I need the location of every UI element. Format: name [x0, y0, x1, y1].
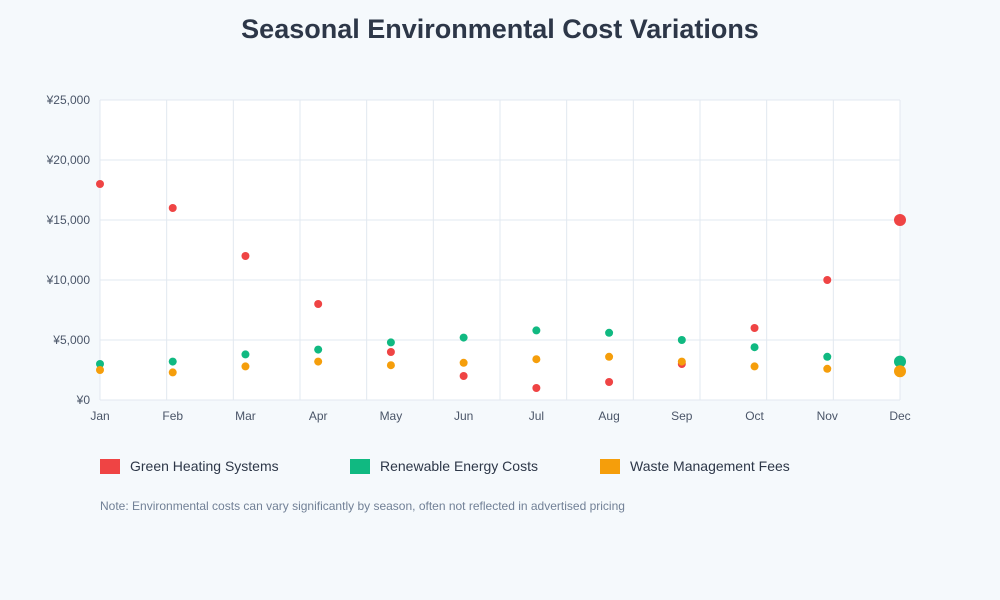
- data-point: [168, 368, 177, 377]
- data-point: [241, 252, 250, 260]
- x-tick-label: Dec: [889, 409, 910, 423]
- x-tick-label: Aug: [598, 409, 619, 423]
- data-point: [677, 357, 686, 366]
- data-point: [532, 384, 541, 392]
- data-point: [386, 348, 395, 356]
- data-point: [894, 365, 906, 378]
- y-tick-label: ¥15,000: [46, 213, 91, 227]
- legend: Green Heating Systems Renewable Energy C…: [100, 458, 850, 474]
- data-point: [459, 358, 468, 367]
- legend-label: Green Heating Systems: [130, 458, 279, 474]
- x-tick-label: Feb: [162, 409, 183, 423]
- data-point: [605, 352, 614, 361]
- data-point: [750, 343, 759, 352]
- data-point: [823, 352, 832, 361]
- data-point: [459, 372, 468, 380]
- data-point: [823, 276, 832, 284]
- data-point: [532, 326, 541, 335]
- y-tick-label: ¥10,000: [46, 273, 91, 287]
- y-tick-label: ¥25,000: [46, 93, 91, 107]
- data-point: [605, 328, 614, 337]
- data-point: [314, 357, 323, 366]
- data-point: [459, 333, 468, 342]
- data-point: [894, 355, 906, 368]
- data-point: [314, 300, 323, 308]
- legend-item-renewable-energy[interactable]: Renewable Energy Costs: [350, 458, 600, 474]
- data-point: [677, 336, 686, 344]
- y-tick-label: ¥5,000: [52, 333, 90, 347]
- legend-item-waste-management[interactable]: Waste Management Fees: [600, 458, 850, 474]
- x-tick-label: Jan: [90, 409, 109, 423]
- legend-label: Waste Management Fees: [630, 458, 790, 474]
- x-tick-label: Jun: [454, 409, 473, 423]
- data-point: [241, 362, 250, 371]
- x-tick-label: Mar: [235, 409, 256, 423]
- data-point: [605, 378, 614, 386]
- x-tick-label: May: [380, 409, 403, 423]
- legend-item-green-heating[interactable]: Green Heating Systems: [100, 458, 350, 474]
- data-point: [96, 360, 104, 368]
- data-point: [96, 180, 104, 188]
- x-tick-label: Nov: [817, 409, 838, 423]
- x-tick-label: Sep: [671, 409, 693, 423]
- x-tick-label: Jul: [529, 409, 544, 423]
- legend-label: Renewable Energy Costs: [380, 458, 538, 474]
- x-tick-label: Oct: [745, 409, 764, 423]
- data-point: [241, 350, 250, 359]
- data-point: [823, 364, 832, 373]
- data-point: [314, 345, 323, 354]
- data-point: [750, 362, 759, 371]
- x-tick-label: Apr: [309, 409, 328, 423]
- legend-swatch: [350, 458, 370, 474]
- chart-title: Seasonal Environmental Cost Variations: [241, 14, 759, 44]
- legend-swatch: [600, 458, 620, 474]
- legend-swatch: [100, 458, 120, 474]
- data-point: [96, 366, 104, 374]
- y-tick-label: ¥0: [76, 393, 91, 407]
- data-point: [750, 324, 759, 332]
- data-point: [532, 355, 541, 364]
- data-point: [386, 338, 395, 347]
- data-point: [168, 357, 177, 366]
- data-point: [168, 204, 177, 212]
- y-tick-label: ¥20,000: [46, 153, 91, 167]
- data-point: [894, 214, 906, 226]
- footnote: Note: Environmental costs can vary signi…: [100, 499, 625, 513]
- data-point: [386, 361, 395, 370]
